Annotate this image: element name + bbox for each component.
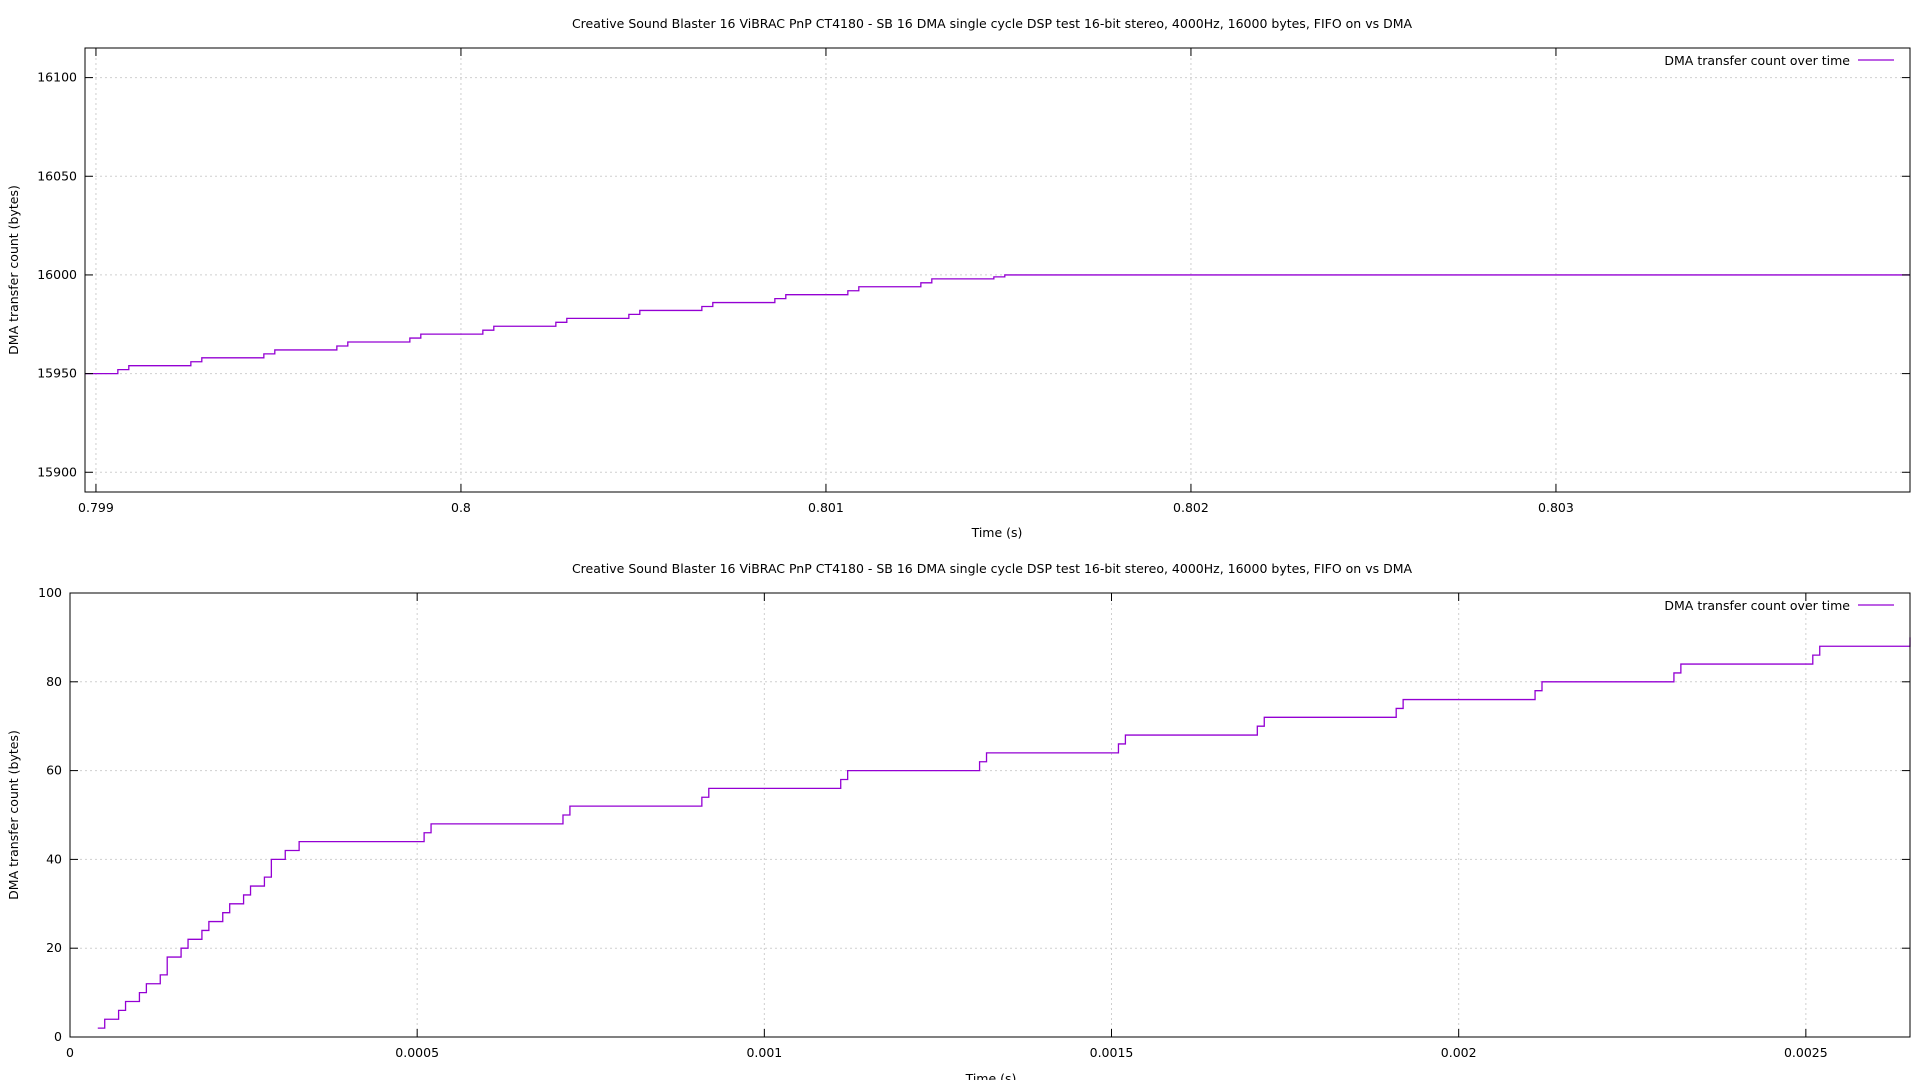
series-line [85, 274, 1910, 375]
chart-title: Creative Sound Blaster 16 ViBRAC PnP CT4… [572, 561, 1413, 576]
plot-frame [84, 47, 1911, 493]
y-tick-label: 60 [46, 763, 62, 778]
legend: DMA transfer count over time [1664, 53, 1894, 68]
x-tick-label: 0 [66, 1045, 74, 1060]
chart-top: Creative Sound Blaster 16 ViBRAC PnP CT4… [6, 16, 1911, 540]
y-axis-label: DMA transfer count (bytes) [6, 730, 21, 900]
tick-layer: 0 0.0005 0.001 0.0015 0.002 0.0025 0 20 40 60 80 10… [38, 585, 1910, 1060]
x-tick-label: 0.0015 [1090, 1045, 1134, 1060]
y-tick-label: 80 [46, 674, 62, 689]
y-tick-label: 15950 [37, 366, 77, 381]
legend-entry-label: DMA transfer count over time [1664, 53, 1850, 68]
x-tick-label: 0.001 [746, 1045, 782, 1060]
legend: DMA transfer count over time [1664, 598, 1894, 613]
y-tick-label: 20 [46, 940, 62, 955]
series-line [97, 637, 1911, 1029]
chart-title: Creative Sound Blaster 16 ViBRAC PnP CT4… [572, 16, 1413, 31]
chart-bottom: Creative Sound Blaster 16 ViBRAC PnP CT4… [6, 561, 1911, 1080]
plot-frame [69, 592, 1911, 1038]
x-tick-label: 0.8 [451, 500, 471, 515]
x-tick-label: 0.002 [1441, 1045, 1477, 1060]
y-tick-label: 16100 [37, 70, 77, 85]
y-tick-label: 15900 [37, 464, 77, 479]
legend-entry-label: DMA transfer count over time [1664, 598, 1850, 613]
y-tick-label: 100 [38, 585, 62, 600]
x-tick-label: 0.0005 [395, 1045, 439, 1060]
x-tick-label: 0.799 [78, 500, 114, 515]
y-tick-label: 16050 [37, 168, 77, 183]
y-tick-label: 16000 [37, 267, 77, 282]
tick-layer: 0.799 0.8 0.801 0.802 0.803 15900 15950 16000 16… [37, 48, 1910, 515]
x-axis-label: Time (s) [965, 1071, 1017, 1080]
x-tick-label: 0.802 [1173, 500, 1209, 515]
x-tick-label: 0.0025 [1784, 1045, 1828, 1060]
x-tick-label: 0.801 [808, 500, 844, 515]
x-axis-label: Time (s) [971, 525, 1023, 540]
x-tick-label: 0.803 [1538, 500, 1574, 515]
y-tick-label: 40 [46, 851, 62, 866]
series-layer [97, 637, 1911, 1029]
grid-lines [70, 593, 1910, 1037]
series-layer [85, 274, 1910, 375]
y-tick-label: 0 [54, 1029, 62, 1044]
y-axis-label: DMA transfer count (bytes) [6, 185, 21, 355]
